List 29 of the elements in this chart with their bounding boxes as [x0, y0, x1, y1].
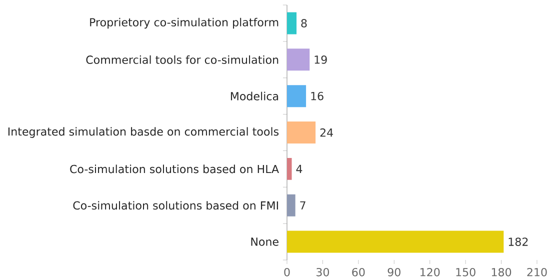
bar: [287, 158, 292, 180]
x-tick-label: 120: [420, 268, 440, 276]
bar: [287, 230, 504, 253]
data-label: 19: [314, 55, 327, 64]
x-tick-label: 150: [456, 268, 476, 276]
data-label: 4: [296, 164, 302, 173]
data-label: 8: [301, 19, 307, 28]
y-tick-label: Co-simulation solutions based on FMI: [73, 201, 278, 210]
data-label: 16: [311, 92, 324, 100]
y-tick-label: Modelica: [230, 92, 278, 100]
x-tick-label: 60: [352, 268, 365, 276]
x-tick-label: 30: [316, 268, 330, 276]
x-tick-label: 210: [527, 268, 547, 276]
y-tick-label: Co-simulation solutions based on HLA: [70, 164, 279, 174]
bar: [287, 12, 297, 34]
data-label: 24: [320, 128, 333, 137]
x-tick-label: 0: [284, 268, 290, 276]
x-tick-label: 180: [492, 268, 512, 276]
data-label: 7: [300, 201, 306, 210]
y-tick-label: None: [251, 238, 278, 246]
bar: [287, 85, 306, 108]
y-tick-label: Commercial tools for co-simulation: [86, 55, 278, 64]
bar: [287, 122, 316, 144]
bar: [287, 48, 310, 71]
y-tick-label: Proprietory co-simulation platform: [90, 18, 278, 29]
x-tick-label: 90: [388, 268, 400, 276]
y-tick-label: Integrated simulation basde on commercial tools: [8, 127, 279, 138]
bar: [287, 194, 296, 216]
data-label: 182: [508, 238, 528, 246]
